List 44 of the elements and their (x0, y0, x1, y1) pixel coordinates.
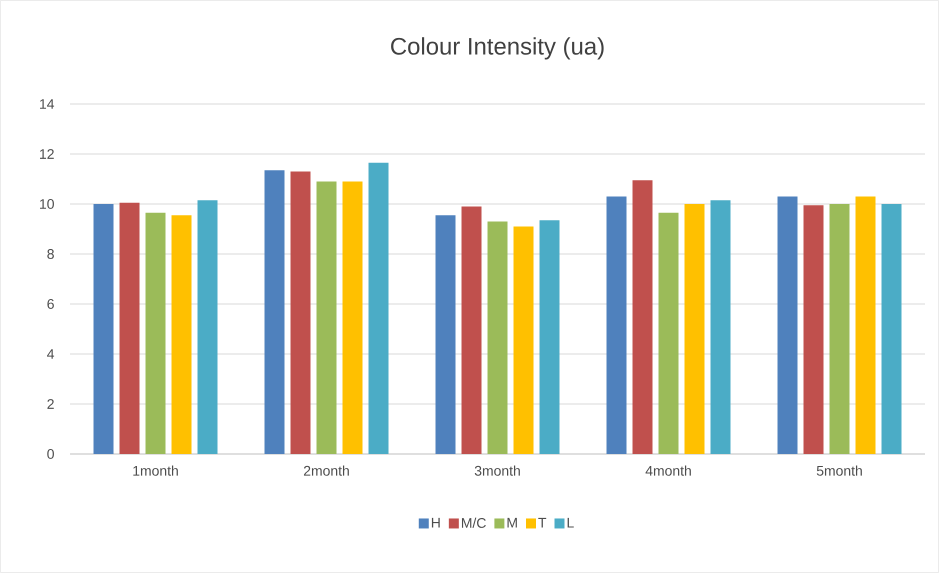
bar (172, 215, 192, 454)
legend-label: M/C (462, 518, 486, 528)
bar (462, 206, 482, 454)
y-tick-label: 14 (40, 99, 54, 109)
y-tick-label: 4 (47, 349, 54, 359)
bar (290, 171, 311, 454)
x-tick-label: 5month (816, 466, 862, 476)
bar (264, 170, 285, 454)
bar (830, 204, 850, 454)
bar (684, 204, 705, 454)
bar (198, 200, 218, 454)
y-tick-label: 8 (47, 249, 54, 259)
bar (94, 204, 114, 454)
x-tick-label: 4month (646, 466, 691, 476)
x-tick-label: 3month (474, 466, 520, 476)
bar (436, 215, 456, 454)
y-tick-label: 10 (40, 199, 54, 209)
y-tick-label: 12 (40, 149, 54, 159)
bar (146, 212, 166, 454)
legend-label: M (508, 518, 517, 528)
bar (778, 196, 798, 454)
x-tick-label: 1month (133, 466, 178, 476)
chart-title: Colour Intensity (ua) (391, 37, 604, 60)
bar (856, 196, 876, 454)
legend-label: T (538, 518, 546, 528)
y-tick-label: 6 (47, 299, 54, 309)
bar (316, 181, 337, 454)
bar (606, 196, 627, 454)
bar (710, 200, 731, 454)
bar (488, 221, 508, 454)
bar (514, 226, 534, 454)
bar (120, 202, 140, 454)
y-tick-label: 0 (47, 449, 54, 459)
legend-label: L (568, 518, 574, 528)
y-tick-label: 2 (47, 399, 54, 409)
bar (342, 181, 363, 454)
bar (632, 180, 653, 454)
bar (540, 220, 560, 454)
bar (882, 204, 902, 454)
bar (368, 162, 389, 454)
legend-label: H (432, 518, 440, 528)
x-tick-label: 2month (304, 466, 349, 476)
bar (804, 205, 824, 454)
bar (658, 212, 679, 454)
